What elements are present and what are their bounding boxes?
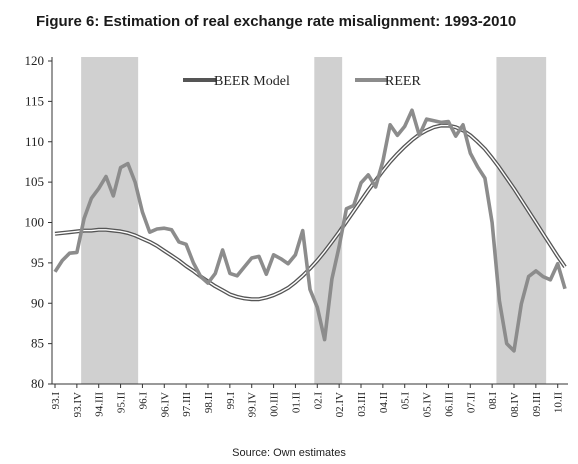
x-tick-label: 99.IV [247,392,259,417]
y-axis-ticks: 80 85 90 95 100 105 110 115 120 [25,53,52,391]
x-tick-label: 02.I [312,392,324,410]
y-tick-label: 115 [25,93,44,108]
x-tick-label: 99.I [225,392,237,410]
x-tick-label: 93.IV [72,392,84,417]
x-tick-label: 95.II [116,392,128,413]
x-tick-label: 10.II [553,392,565,413]
legend-label-reer: REER [385,74,421,89]
x-axis-ticks: 93.I 93.IV 94.III 95.II 96.I 96.IV 97.III 98.II… [50,384,565,417]
x-tick-label: 01.II [290,392,302,413]
series-lines [53,108,567,353]
x-tick-label: 08.IV [509,392,521,417]
x-tick-label: 00.III [269,392,281,417]
x-tick-label: 06.III [443,392,455,417]
y-tick-label: 95 [31,255,44,270]
x-tick-label: 03.III [356,392,368,417]
y-tick-label: 100 [25,215,45,230]
x-tick-label: 97.III [181,392,193,417]
chart-title: Figure 6: Estimation of real exchange ra… [36,13,516,30]
legend: BEER Model REER [183,74,421,89]
x-tick-label: 94.III [94,392,106,417]
y-tick-label: 90 [31,295,44,310]
x-tick-label: 02.IV [334,392,346,417]
x-tick-label: 05.I [400,392,412,410]
source-note: Source: Own estimates [232,447,346,459]
x-tick-label: 05.IV [422,392,434,417]
shaded-period-1 [81,57,139,384]
y-tick-label: 110 [25,134,44,149]
y-tick-label: 105 [25,174,45,189]
y-tick-label: 120 [25,53,45,68]
y-tick-label: 85 [31,336,44,351]
axes [51,57,568,385]
x-tick-label: 09.III [531,392,543,417]
x-tick-label: 96.I [137,392,149,410]
series-beer-model-inner [54,124,566,300]
x-tick-label: 93.I [50,392,62,410]
recession-shading [81,57,547,384]
x-tick-label: 96.IV [159,392,171,417]
x-tick-label: 07.II [465,392,477,413]
y-tick-label: 80 [31,376,44,391]
x-tick-label: 04.II [378,392,390,413]
shaded-period-2 [314,57,343,384]
legend-label-beer: BEER Model [214,74,290,89]
x-tick-label: 08.I [487,392,499,410]
x-tick-label: 98.II [203,392,215,413]
series-reer-line [53,108,567,353]
